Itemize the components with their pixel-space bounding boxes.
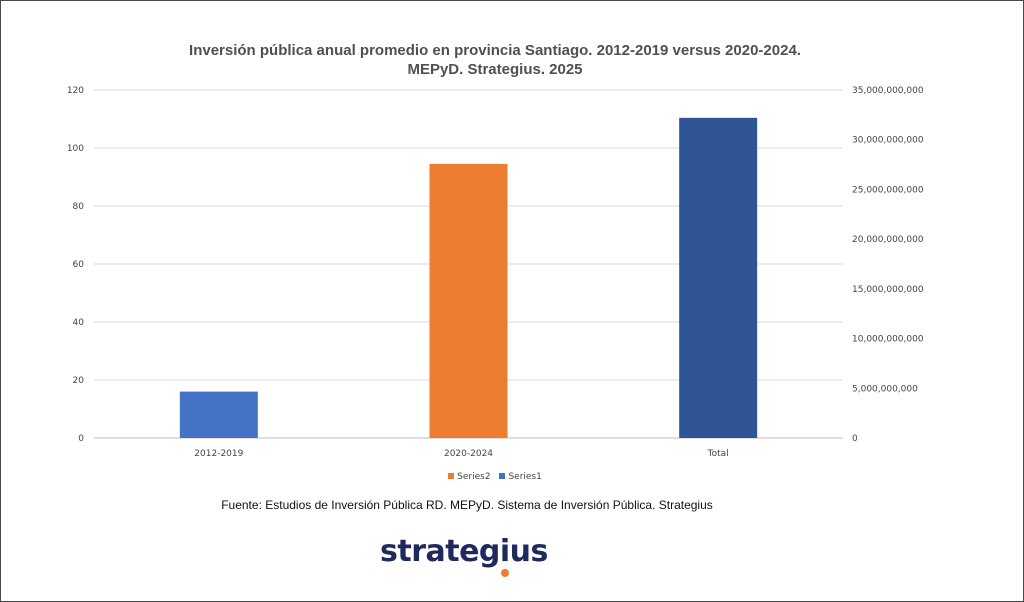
- right-axis-ticks: 0 5,000,000,000 10,000,000,000 15,000,000,0…: [852, 86, 924, 444]
- legend-label-series2: Series2: [457, 472, 491, 482]
- left-tick-label-4: 80: [73, 202, 85, 212]
- legend-item-series2: Series2: [448, 472, 491, 482]
- right-tick-label-3: 15,000,000,000: [852, 285, 924, 295]
- chart-title-line2: MEPyD. Strategius. 2025: [407, 61, 583, 78]
- bar-total-s3: [679, 117, 758, 438]
- source-note: Fuente: Estudios de Inversión Pública RD…: [221, 498, 713, 512]
- legend-label-series1: Series1: [508, 472, 542, 482]
- left-tick-label-3: 60: [73, 260, 85, 270]
- left-axis-ticks: 0 20 40 60 80 100 120: [67, 86, 84, 444]
- right-tick-label-7: 35,000,000,000: [852, 86, 924, 96]
- bar-chart: 0 20 40 60 80 100 120 0 5,000,000,000 10,000,000…: [67, 86, 924, 459]
- right-tick-label-1: 5,000,000,000: [852, 384, 918, 394]
- legend-item-series1: Series1: [499, 472, 542, 482]
- right-tick-label-2: 10,000,000,000: [852, 335, 924, 345]
- right-tick-label-0: 0: [852, 434, 858, 444]
- strategius-logo: strategius: [380, 534, 548, 577]
- category-label-2: Total: [707, 449, 729, 459]
- bar-2020-2024-s2: [429, 163, 508, 438]
- bar-2012-2019-s1: [179, 391, 258, 438]
- left-tick-label-6: 120: [67, 86, 84, 96]
- bars: [179, 117, 758, 438]
- legend-swatch-series2: [448, 473, 455, 479]
- logo-dot: [501, 569, 509, 577]
- category-labels: 2012-2019 2020-2024 Total: [194, 449, 728, 459]
- category-label-1: 2020-2024: [444, 449, 493, 459]
- legend-swatch-series1: [499, 473, 506, 479]
- left-tick-label-2: 40: [73, 318, 85, 328]
- right-tick-label-6: 30,000,000,000: [852, 136, 924, 146]
- left-tick-label-1: 20: [73, 376, 85, 386]
- category-label-0: 2012-2019: [194, 449, 243, 459]
- right-tick-label-4: 20,000,000,000: [852, 235, 924, 245]
- right-tick-label-5: 25,000,000,000: [852, 185, 924, 195]
- logo-wordmark: strategius: [380, 534, 548, 569]
- legend: Series2 Series1: [0, 472, 990, 482]
- chart-title: Inversión pública anual promedio en prov…: [0, 41, 990, 79]
- left-tick-label-5: 100: [67, 144, 84, 154]
- left-tick-label-0: 0: [78, 434, 84, 444]
- chart-title-line1: Inversión pública anual promedio en prov…: [189, 42, 801, 59]
